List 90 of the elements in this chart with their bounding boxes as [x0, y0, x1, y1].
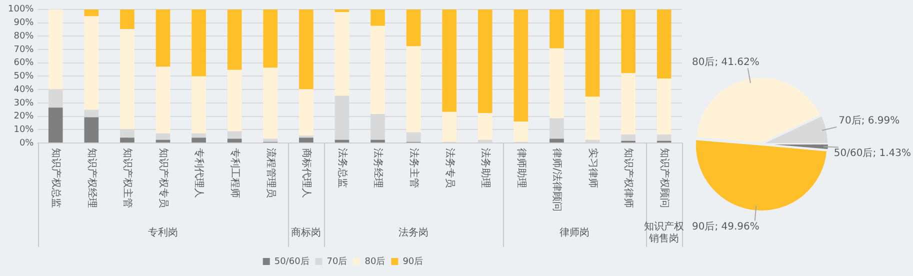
- y-tick-label: 0%: [19, 138, 34, 148]
- legend-label: 90后: [402, 256, 424, 267]
- bar: [550, 9, 564, 48]
- slice-label: 50/60后; 1.43%: [834, 146, 912, 159]
- x-tick-label: 知识产权总监: [50, 148, 62, 208]
- x-tick-label: 法务主管: [408, 148, 420, 188]
- bar: [370, 26, 385, 114]
- x-tick-label: 法务助理: [480, 148, 492, 188]
- bar: [656, 9, 672, 78]
- y-tick-label: 70%: [14, 44, 34, 55]
- bar: [192, 138, 206, 142]
- y-tick-label: 50%: [14, 72, 34, 82]
- legend-label: 50/60后: [274, 256, 310, 267]
- slice-label: 70后; 6.99%: [838, 114, 900, 127]
- text: 律师岗: [560, 226, 590, 239]
- y-tick-label: 90%: [14, 18, 34, 28]
- x-tick-label: 专利代理人: [193, 148, 206, 198]
- bar: [227, 70, 242, 132]
- bar: [406, 9, 421, 46]
- bar: [550, 48, 564, 118]
- x-tick-label: 商标代理人: [300, 148, 313, 198]
- bar: [334, 12, 350, 96]
- x-tick-label: 法务总监: [336, 148, 348, 188]
- bar: [299, 138, 314, 142]
- x-tick-label: 专利工程师: [228, 148, 241, 198]
- y-tick-label: 30%: [14, 98, 34, 108]
- x-tick-label: 知识产权顾问: [658, 148, 671, 208]
- x-tick-label: 法务专员: [444, 148, 456, 188]
- bar: [621, 9, 636, 74]
- bar: [370, 9, 385, 26]
- bar: [656, 78, 672, 134]
- bar: [550, 138, 564, 142]
- bar: [442, 112, 457, 142]
- y-tick-label: 20%: [14, 112, 34, 122]
- x-tick-label: 法务经理: [372, 148, 384, 188]
- bar: [192, 133, 206, 138]
- slice-label: 80后; 41.62%: [692, 56, 760, 68]
- bar: [370, 140, 385, 142]
- legend-label: 80后: [364, 256, 386, 267]
- bar: [84, 117, 99, 142]
- legend-label: 70后: [326, 256, 348, 267]
- bar: [120, 9, 134, 30]
- bar: [156, 66, 170, 134]
- slice-label: 90后; 49.96%: [692, 220, 760, 232]
- bar: [227, 131, 242, 139]
- bar: [478, 112, 492, 140]
- bar: [227, 138, 242, 142]
- x-tick-label: 知识产权经理: [86, 148, 98, 208]
- x-tick-label: 知识产权律师: [622, 148, 635, 208]
- x-tick-label: 实习律师: [586, 148, 599, 188]
- text: 知识产权销售岗: [644, 220, 684, 245]
- text: 法务岗: [398, 226, 429, 239]
- x-tick-label: 律师/法律顾问: [551, 148, 564, 212]
- bar: [299, 9, 314, 90]
- x-tick-label: 律师助理: [515, 148, 528, 188]
- x-tick-label: 流程管理员: [264, 148, 277, 198]
- bar: [192, 76, 206, 134]
- bar: [334, 9, 350, 12]
- bar: [48, 108, 63, 142]
- y-tick-label: 80%: [14, 31, 34, 42]
- text: 专利岗: [148, 226, 178, 239]
- bar: [48, 9, 63, 90]
- bar: [227, 9, 242, 70]
- y-tick-label: 100%: [8, 4, 34, 15]
- text: 商标岗: [291, 226, 322, 239]
- bar: [442, 9, 457, 112]
- y-tick-label: 10%: [14, 124, 34, 135]
- bar: [263, 68, 278, 139]
- bar: [156, 140, 170, 142]
- bar: [120, 29, 134, 129]
- bar: [156, 9, 170, 67]
- bar: [514, 9, 528, 122]
- bar: [156, 133, 170, 140]
- bar: [406, 46, 421, 132]
- bar: [299, 89, 314, 136]
- x-tick-label: 知识产权主管: [122, 148, 134, 208]
- y-tick-label: 40%: [14, 84, 34, 95]
- bar: [120, 138, 134, 142]
- bar: [585, 9, 600, 97]
- y-tick-label: 60%: [14, 58, 34, 68]
- bar: [514, 121, 528, 142]
- bar: [585, 96, 600, 140]
- bar: [478, 9, 492, 113]
- bar: [84, 9, 99, 16]
- bar: [192, 9, 206, 76]
- bar: [84, 16, 99, 110]
- bar: [621, 73, 636, 134]
- x-tick-label: 知识产权专员: [157, 148, 170, 208]
- bar: [334, 140, 350, 142]
- bar: [263, 9, 278, 68]
